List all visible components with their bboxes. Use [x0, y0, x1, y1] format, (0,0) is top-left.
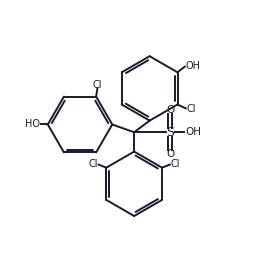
Text: S: S [166, 126, 174, 139]
Text: O: O [166, 105, 174, 115]
Text: HO: HO [25, 119, 40, 130]
Text: O: O [166, 149, 174, 159]
Text: OH: OH [186, 127, 202, 137]
Text: Cl: Cl [88, 159, 98, 169]
Text: Cl: Cl [186, 104, 196, 114]
Text: Cl: Cl [93, 80, 102, 90]
Text: OH: OH [185, 61, 200, 71]
Text: Cl: Cl [170, 159, 180, 169]
